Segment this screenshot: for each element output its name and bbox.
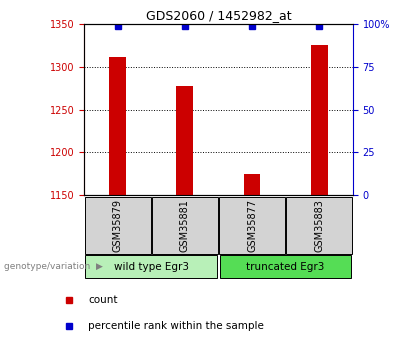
- Text: GSM35883: GSM35883: [314, 199, 324, 252]
- Bar: [176, 86, 193, 195]
- FancyBboxPatch shape: [219, 197, 285, 254]
- Text: GSM35879: GSM35879: [113, 199, 123, 252]
- Bar: [311, 45, 328, 195]
- Text: GSM35877: GSM35877: [247, 199, 257, 252]
- Bar: [109, 57, 126, 195]
- Text: percentile rank within the sample: percentile rank within the sample: [88, 321, 264, 331]
- Bar: [244, 174, 260, 195]
- Text: GSM35881: GSM35881: [180, 199, 190, 252]
- Text: wild type Egr3: wild type Egr3: [114, 262, 189, 272]
- FancyBboxPatch shape: [220, 255, 352, 278]
- FancyBboxPatch shape: [85, 255, 217, 278]
- Title: GDS2060 / 1452982_at: GDS2060 / 1452982_at: [146, 9, 291, 22]
- Text: genotype/variation  ▶: genotype/variation ▶: [4, 262, 103, 271]
- FancyBboxPatch shape: [152, 197, 218, 254]
- Text: count: count: [88, 295, 118, 305]
- FancyBboxPatch shape: [286, 197, 352, 254]
- Text: truncated Egr3: truncated Egr3: [247, 262, 325, 272]
- FancyBboxPatch shape: [85, 197, 150, 254]
